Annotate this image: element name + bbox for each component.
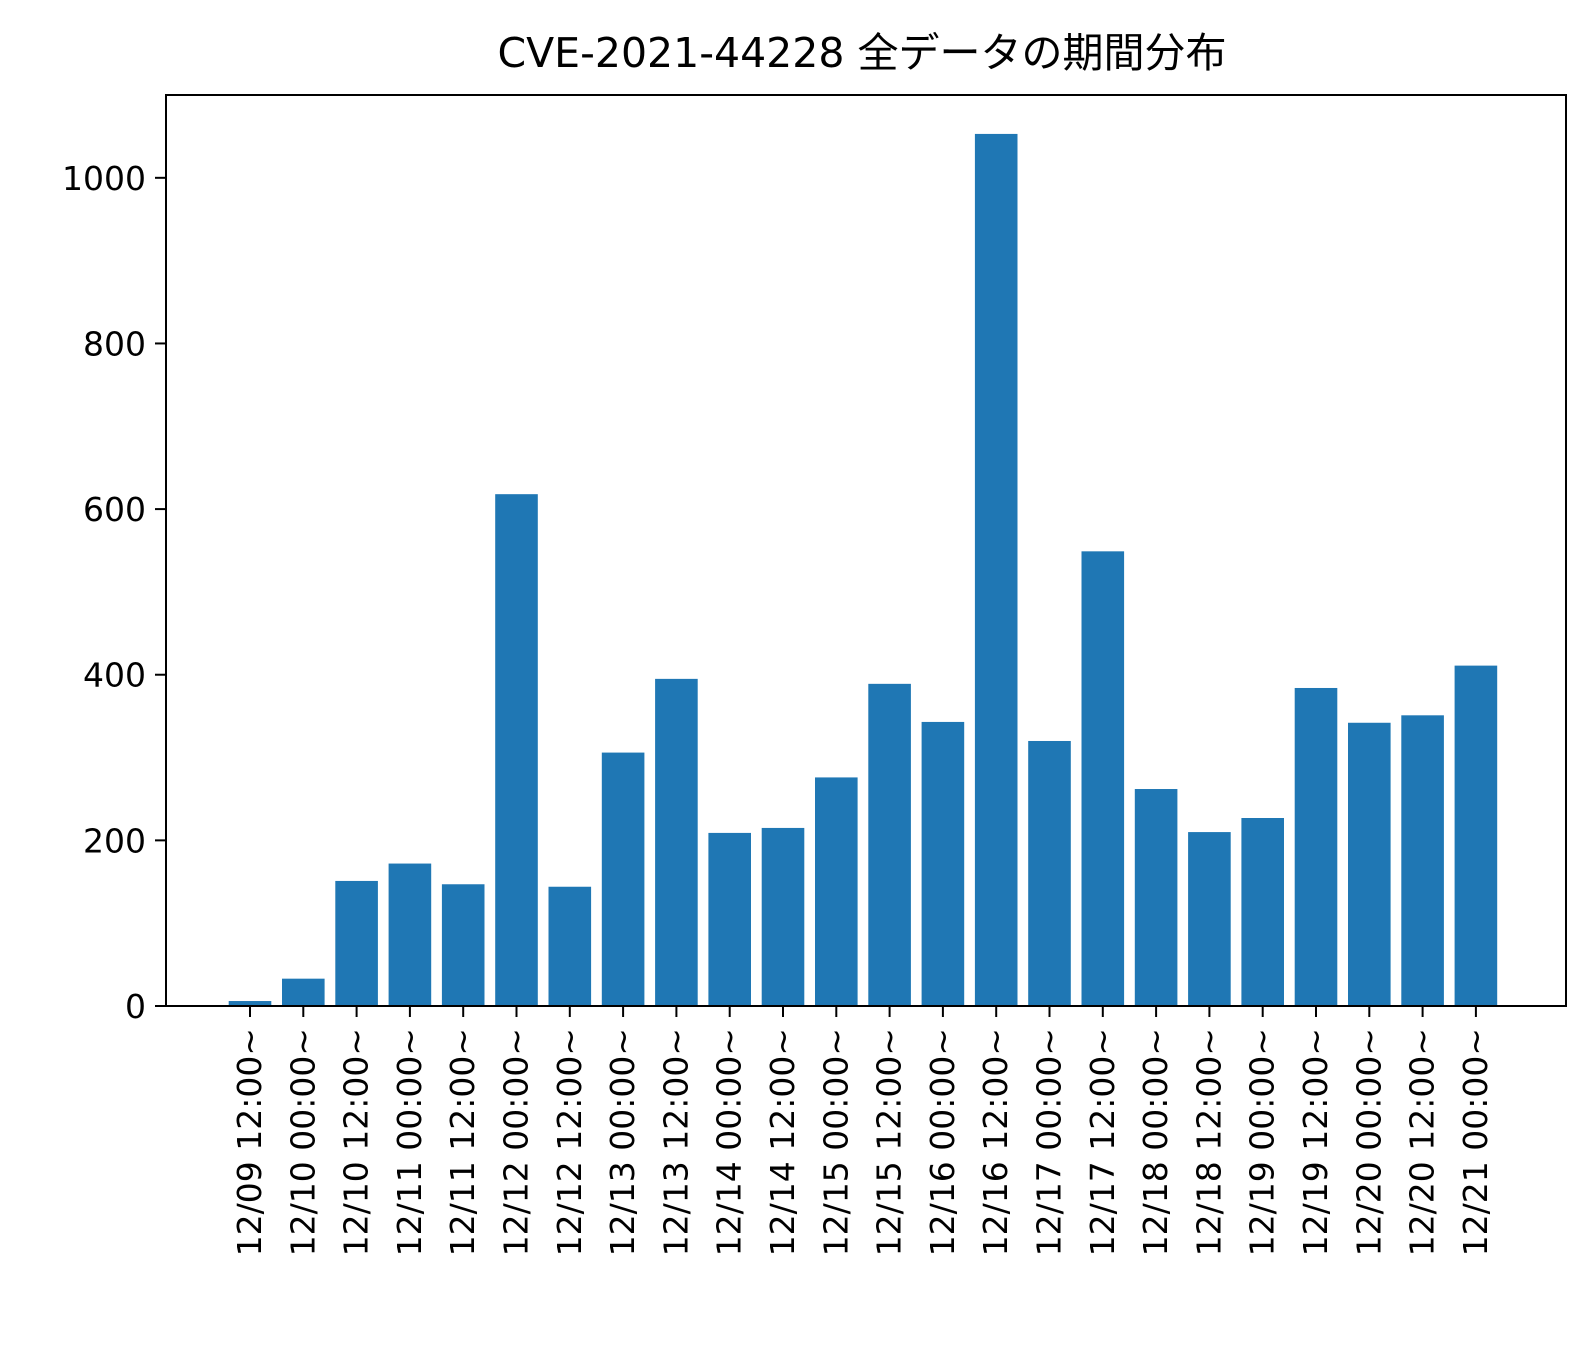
bar-7 bbox=[601, 752, 645, 1006]
x-tick-label-3: 12/11 00:00~ bbox=[390, 1028, 429, 1256]
bar-9 bbox=[708, 832, 751, 1006]
bar-1 bbox=[282, 978, 325, 1006]
plot-frame bbox=[165, 94, 1567, 1007]
x-tick-label-9: 12/14 00:00~ bbox=[710, 1028, 749, 1256]
bar-15 bbox=[1028, 740, 1071, 1006]
x-tick-label-20: 12/19 12:00~ bbox=[1296, 1028, 1335, 1256]
x-tick-label-12: 12/15 12:00~ bbox=[870, 1028, 909, 1256]
y-tick-label-3: 600 bbox=[83, 490, 146, 529]
y-tick-label-2: 400 bbox=[83, 656, 146, 695]
bar-6 bbox=[548, 886, 592, 1006]
x-tick-label-7: 12/13 00:00~ bbox=[603, 1028, 642, 1256]
bar-11 bbox=[815, 777, 858, 1006]
x-tick-label-17: 12/18 00:00~ bbox=[1136, 1028, 1175, 1256]
bar-13 bbox=[921, 721, 965, 1006]
y-axis: 0 200 400 600 800 1000 bbox=[62, 159, 166, 1026]
bar-23 bbox=[1454, 665, 1498, 1006]
bar-10 bbox=[761, 827, 805, 1006]
x-tick-label-8: 12/13 12:00~ bbox=[656, 1028, 695, 1256]
x-tick-label-5: 12/12 00:00~ bbox=[497, 1028, 536, 1256]
x-tick-label-11: 12/15 00:00~ bbox=[816, 1028, 855, 1256]
x-tick-label-21: 12/20 00:00~ bbox=[1349, 1028, 1388, 1256]
x-tick-label-14: 12/16 12:00~ bbox=[976, 1028, 1015, 1256]
y-tick-label-4: 800 bbox=[83, 324, 146, 363]
bar-3 bbox=[388, 863, 432, 1006]
x-axis: 12/09 12:00~ 12/10 00:00~ 12/10 12:00~ 12/1… bbox=[230, 1006, 1495, 1256]
x-tick-label-0: 12/09 12:00~ bbox=[230, 1028, 269, 1256]
bar-17 bbox=[1134, 789, 1178, 1006]
x-tick-label-1: 12/10 00:00~ bbox=[283, 1028, 322, 1256]
bar-21 bbox=[1348, 722, 1391, 1006]
x-tick-label-6: 12/12 12:00~ bbox=[550, 1028, 589, 1256]
x-tick-label-18: 12/18 12:00~ bbox=[1189, 1028, 1228, 1256]
bar-8 bbox=[655, 678, 698, 1006]
bars-group bbox=[228, 133, 1498, 1007]
x-tick-label-2: 12/10 12:00~ bbox=[337, 1028, 376, 1256]
bar-12 bbox=[868, 683, 911, 1006]
x-tick-label-15: 12/17 00:00~ bbox=[1030, 1028, 1069, 1256]
y-tick-label-0: 0 bbox=[125, 987, 146, 1026]
y-tick-label-1: 200 bbox=[83, 821, 146, 860]
x-tick-label-16: 12/17 12:00~ bbox=[1083, 1028, 1122, 1256]
x-tick-label-22: 12/20 12:00~ bbox=[1403, 1028, 1442, 1256]
y-tick-label-5: 1000 bbox=[62, 159, 146, 198]
x-tick-label-23: 12/21 00:00~ bbox=[1456, 1028, 1495, 1256]
chart-title: CVE-2021-44228 全データの期間分布 bbox=[498, 29, 1227, 77]
bar-14 bbox=[974, 133, 1018, 1007]
bar-16 bbox=[1081, 551, 1125, 1006]
x-tick-label-10: 12/14 12:00~ bbox=[763, 1028, 802, 1256]
bar-4 bbox=[441, 884, 485, 1006]
x-tick-label-13: 12/16 00:00~ bbox=[923, 1028, 962, 1256]
bar-5 bbox=[495, 494, 538, 1006]
bar-19 bbox=[1241, 818, 1284, 1006]
x-tick-label-4: 12/11 12:00~ bbox=[443, 1028, 482, 1256]
bar-20 bbox=[1294, 687, 1338, 1006]
x-tick-label-19: 12/19 00:00~ bbox=[1243, 1028, 1282, 1256]
bar-22 bbox=[1401, 715, 1444, 1006]
bar-18 bbox=[1188, 832, 1231, 1006]
bar-2 bbox=[335, 880, 378, 1006]
bar-0 bbox=[228, 1001, 272, 1006]
